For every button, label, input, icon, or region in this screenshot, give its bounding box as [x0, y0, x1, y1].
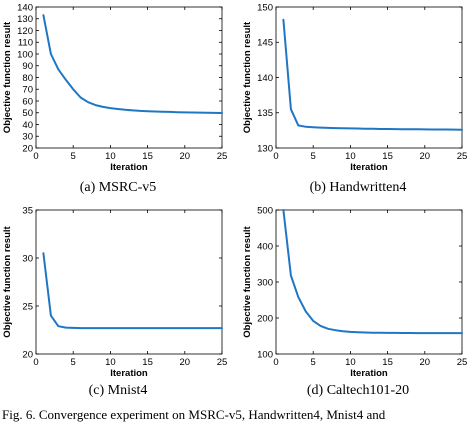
figure-caption: Fig. 6. Convergence experiment on MSRC-v… — [2, 407, 386, 422]
y-tick-label: 500 — [257, 205, 273, 216]
x-tick-label: 15 — [142, 151, 153, 162]
caption-c: (c) Mnist4 — [89, 383, 148, 398]
y-tick-label: 200 — [257, 313, 273, 324]
y-tick-label: 25 — [22, 301, 33, 312]
x-tick-label: 0 — [273, 151, 278, 162]
y-tick-label: 35 — [22, 205, 33, 216]
x-tick-label: 20 — [420, 357, 431, 368]
caption-a: (a) MSRC-v5 — [80, 180, 157, 195]
x-tick-label: 5 — [311, 357, 316, 368]
x-tick-label: 10 — [345, 357, 356, 368]
x-tick-label: 20 — [180, 151, 191, 162]
y-tick-label: 30 — [22, 253, 33, 264]
x-tick-label: 0 — [33, 151, 38, 162]
y-tick-label: 400 — [257, 241, 273, 252]
x-axis-label: Iteration — [110, 162, 148, 173]
x-tick-label: 5 — [71, 357, 76, 368]
y-tick-label: 30 — [22, 132, 33, 143]
y-tick-label: 130 — [17, 14, 33, 25]
series-line — [42, 14, 223, 114]
y-axis-label: Objective function result — [242, 21, 253, 133]
x-tick-label: 25 — [457, 151, 468, 162]
y-tick-label: 50 — [22, 108, 33, 119]
y-tick-label: 40 — [22, 120, 33, 131]
caption-d: (d) Caltech101-20 — [307, 383, 409, 398]
plot-frame — [35, 209, 223, 355]
x-axis-label: Iteration — [350, 368, 388, 379]
x-tick-label: 0 — [33, 357, 38, 368]
y-tick-label: 140 — [17, 2, 33, 13]
y-tick-label: 60 — [22, 96, 33, 107]
y-axis-label: Objective function result — [2, 21, 13, 133]
x-tick-label: 15 — [382, 357, 393, 368]
y-tick-label: 300 — [257, 277, 273, 288]
x-tick-label: 25 — [457, 357, 468, 368]
x-tick-label: 10 — [105, 357, 116, 368]
y-tick-label: 20 — [22, 143, 33, 154]
y-axis-label: Objective function result — [242, 225, 253, 337]
y-tick-label: 135 — [257, 108, 273, 119]
x-tick-label: 20 — [420, 151, 431, 162]
x-axis-label: Iteration — [350, 162, 388, 173]
series-line — [282, 209, 463, 335]
y-tick-label: 150 — [257, 2, 273, 13]
y-axis-label: Objective function result — [2, 225, 13, 337]
y-tick-label: 145 — [257, 38, 273, 49]
series-line — [282, 18, 463, 131]
y-tick-label: 90 — [22, 61, 33, 72]
y-tick-label: 110 — [18, 38, 33, 49]
x-tick-label: 15 — [142, 357, 153, 368]
y-tick-label: 140 — [257, 73, 273, 84]
series-line — [42, 252, 223, 330]
chart-mnist4: 0 5 10 15 20 25 20 25 30 35 Iteration Objective fun… — [2, 205, 227, 379]
x-tick-label: 5 — [311, 151, 316, 162]
x-tick-label: 10 — [345, 151, 356, 162]
chart-msrc-v5: 0 5 10 15 20 25203040506070809010011012013014… — [2, 2, 227, 173]
x-tick-label: 10 — [105, 151, 116, 162]
x-tick-label: 20 — [180, 357, 191, 368]
x-tick-label: 25 — [217, 151, 228, 162]
y-tick-label: 100 — [17, 49, 33, 60]
y-tick-label: 80 — [22, 73, 33, 84]
chart-handwritten4: 0 5 10 15 20 25 130 135 140 145 150 Iteration Object… — [242, 2, 467, 173]
caption-b: (b) Handwritten4 — [310, 180, 407, 195]
y-tick-label: 100 — [257, 349, 273, 360]
x-tick-label: 0 — [273, 357, 278, 368]
x-tick-label: 15 — [382, 151, 393, 162]
chart-caltech101-20: 0 5 10 15 20 25 100 200 300 400 500 Iteration Object… — [242, 205, 467, 379]
x-tick-label: 25 — [217, 357, 228, 368]
y-tick-label: 20 — [22, 349, 33, 360]
y-tick-label: 70 — [22, 85, 33, 96]
x-tick-label: 5 — [71, 151, 76, 162]
y-tick-label: 130 — [257, 143, 273, 154]
y-tick-label: 120 — [17, 26, 33, 37]
x-axis-label: Iteration — [110, 368, 148, 379]
